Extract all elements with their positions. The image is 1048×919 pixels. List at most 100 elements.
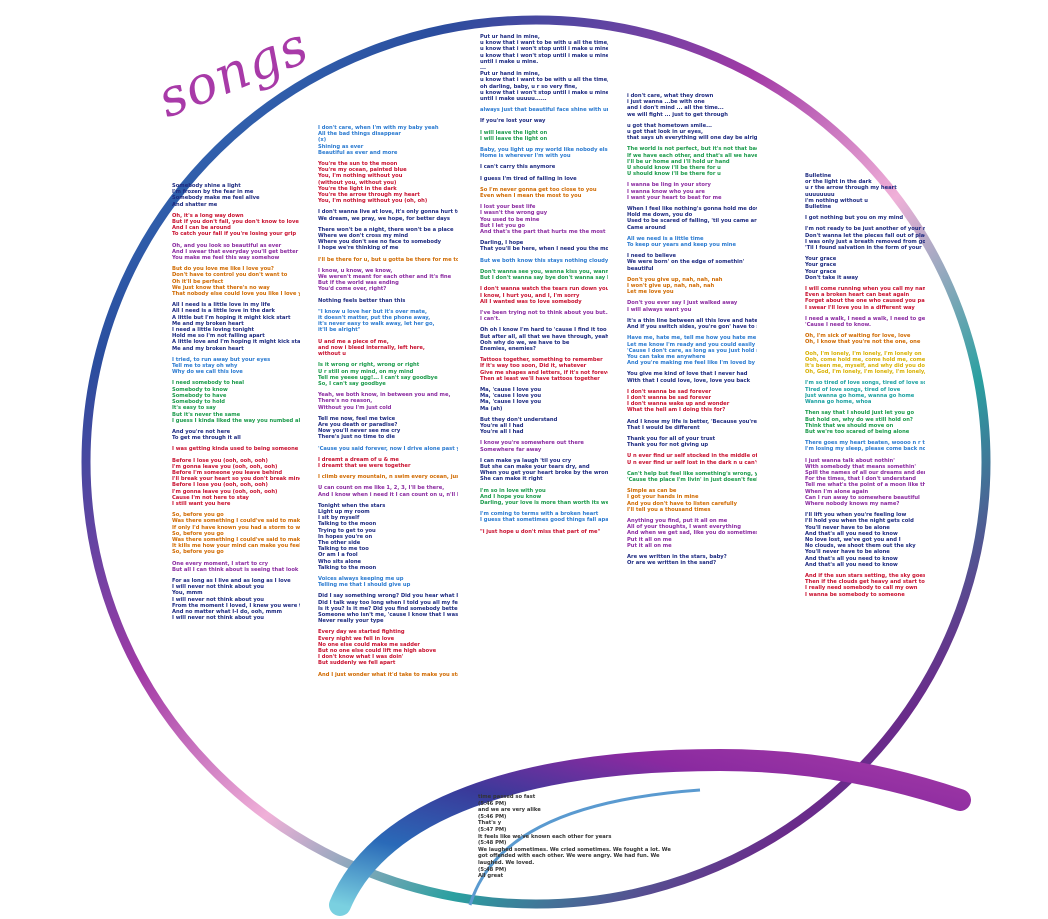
lyric-line: Darling, your love is more than worth it… [480,499,608,506]
lyric-block: All we need is a little time To keep our … [627,236,757,248]
lyric-line: There goes my heart beaten, woooo n r th… [805,440,925,447]
lyric-line: When you get your heart broke by the wro… [480,470,608,477]
lyric-block: When I feel like nothing's gonna hold me… [627,206,757,231]
lyric-line: Are you death or paradise? [318,421,398,428]
lyric-line: Baby, you light up my world like nobody … [480,147,608,154]
lyric-line: Me and my broken heart [172,345,244,352]
lyric-line: I don't wanna be sad forever [627,394,712,401]
lyric-line: I'm gonna leave you (ooh, ooh, ooh) [172,463,278,470]
lyric-line: (without you, without you) [318,179,397,186]
lyric-block: Have me, hate me, tell me how you hate m… [627,335,757,366]
lyric-line: Let me love you [627,289,674,296]
lyric-line: I don't wanna watch the tears run down y… [480,286,608,293]
lyric-block: "I know u love her but it's over mate, i… [318,309,458,334]
lyric-block: I just wanna talk about nothin' With some… [805,458,925,508]
note-line: All great [478,873,504,880]
lyric-line: Without you I'm just cold [318,404,392,411]
lyric-line: There's just no time to die [318,434,396,441]
lyric-line: To keep our years and keep you mine [627,242,736,249]
lyric-line: Ma (ah) [480,405,503,412]
note-line: It feels like we've known each other for… [478,833,612,840]
lyric-line: All of your thoughts, I want everything [627,524,741,531]
lyric-line: I'm so tired of love songs, tired of lov… [805,380,925,387]
lyric-line: And I know when i need it I can count on… [318,491,458,498]
lyric-line: Before I lose you (ooh, ooh, ooh) [172,457,268,464]
lyric-line: For as long as I live and as long as I l… [172,577,291,584]
lyric-line: No one else could make me sadder [318,641,420,648]
lyric-line: I need somebody to heal [172,380,245,387]
lyric-line: u know that i want to be with u all the … [480,40,608,47]
lyric-line: and now i bleed internally, left here, [318,344,425,351]
lyric-line: Tattoos together, something to remember [480,357,603,364]
ring-outline [81,15,991,909]
lyric-line: From the moment I loved, I knew you were… [172,602,300,609]
lyric-line: All we need is a little time [627,235,704,242]
lyric-block: Oh, I'm sick of waiting for love, love Oh… [805,333,925,345]
lyric-line: Ooh, come hold me, come hold me, come ho… [805,356,925,363]
lyric-line: Tell me now, feel me twice [318,415,396,422]
lyric-line: And that's all you need to know [805,530,898,537]
lyric-block: And you're not here To get me through it … [172,429,300,441]
lyric-line: You, I'm nothing without you [318,173,403,180]
lyric-line: You make me feel this way somehow [172,255,280,262]
lyric-line: Put it all on me [627,536,672,543]
lyric-line: Thank you for not giving up [627,442,709,449]
lyric-line: You'll never have to be alone [805,549,890,556]
lyric-line: So I'm never gonna get too close to you [480,186,597,193]
lyric-line: Bulletine [805,204,832,211]
lyric-block: I don't wanna watch the tears run down y… [480,286,608,305]
lyric-line: With somebody that means somethin' [805,463,917,470]
lyric-line: 'Cause you said forever, now I drive alo… [318,445,458,452]
lyric-block: I was getting kinda used to being someon… [172,446,300,452]
lyric-line: oh darling, baby, u r so very fine, [480,83,578,90]
lyric-block: And I just wonder what it'd take to make… [318,672,458,678]
lyric-line: Enemies, enemies? [480,345,536,352]
lyric-line: But it's never the same [172,411,241,418]
lyric-line: You, mmm [172,590,203,597]
lyric-line: Bulletine [805,173,832,179]
lyric-line: But if you don't fall, you don't know to… [172,219,300,226]
lyric-line: But I don't wanna say bye don't wanna sa… [480,275,608,282]
lyric-line: And I swear that everyday you'll get bet… [172,248,299,255]
lyric-block: I'm so tired of love songs, tired of lov… [805,380,925,405]
lyric-line: I need a little loving tonight [172,327,255,334]
lyric-line: And I can be around [172,225,231,232]
lyric-line: I'm losing my sleep, please come back no… [805,446,925,453]
lyric-line: Someone who isn't me, 'cause I know that… [318,612,458,618]
lyric-line: Put ur hand in mine, [480,34,540,40]
lyric-line: I don't care, when I'm with my baby yeah [318,125,439,131]
lyric-line: I'm coming to terms with a broken heart [480,511,599,518]
lyric-line: I know, u know, we know, [318,267,393,274]
lyric-block: If you're lost your way [480,118,608,124]
lyric-line: Ooh, I'm lonely, I'm lonely, I'm lonely … [805,350,922,357]
lyric-line: u got that look in ur eyes, [627,129,703,136]
lyric-line: I need to believe [627,253,677,260]
lyric-line: I wanna know who you are [627,188,705,195]
lyric-block: I'm coming to terms with a broken heart I… [480,511,608,523]
lyric-line: Oh, it's a long way down [172,212,244,219]
lyric-line: I lost your best life [480,204,536,211]
lyric-block: You're the sun to the moon You're my ocea… [318,161,458,204]
lyric-line: Hold me so I'm not falling apart [172,333,265,340]
lyric-line: To get me through it all [172,435,241,442]
lyric-block: I climb every mountain, n swim every oce… [318,474,458,480]
lyric-line: It's easy to say [172,405,216,412]
swoosh-band [329,748,971,916]
lyrics-column-4: i don't care, what they drown i just wann… [627,93,757,571]
lyric-block: Every day we started fighting Every night… [318,629,458,666]
lyric-line: Then say that I should just let you go [805,410,915,417]
lyric-line: Tonight when the stars [318,502,386,509]
note-line: (5:46 PM) [478,813,507,820]
lyric-line: You're all I had [480,429,524,436]
lyric-line: You give me kind of love that I never ha… [627,371,748,378]
lyric-line: Every night we fell in love [318,635,395,642]
lyric-line: Oh, God, I'm lonely, I'm lonely, I'm lon… [805,369,925,376]
lyrics-column-5: Bulletine or the light in the dark u r the… [805,173,925,603]
lyric-line: With that I could love, love, love you b… [627,377,751,384]
lyric-line: I was only just a breath removed from go… [805,238,925,245]
lyric-line: u know that i won't stop until i make u … [480,52,608,59]
lyric-line: One every moment, I start to cry [172,560,268,567]
lyric-block: Oh, and you look so beautiful as ever And… [172,243,300,262]
lyric-block: I've been trying not to think about you … [480,310,608,322]
